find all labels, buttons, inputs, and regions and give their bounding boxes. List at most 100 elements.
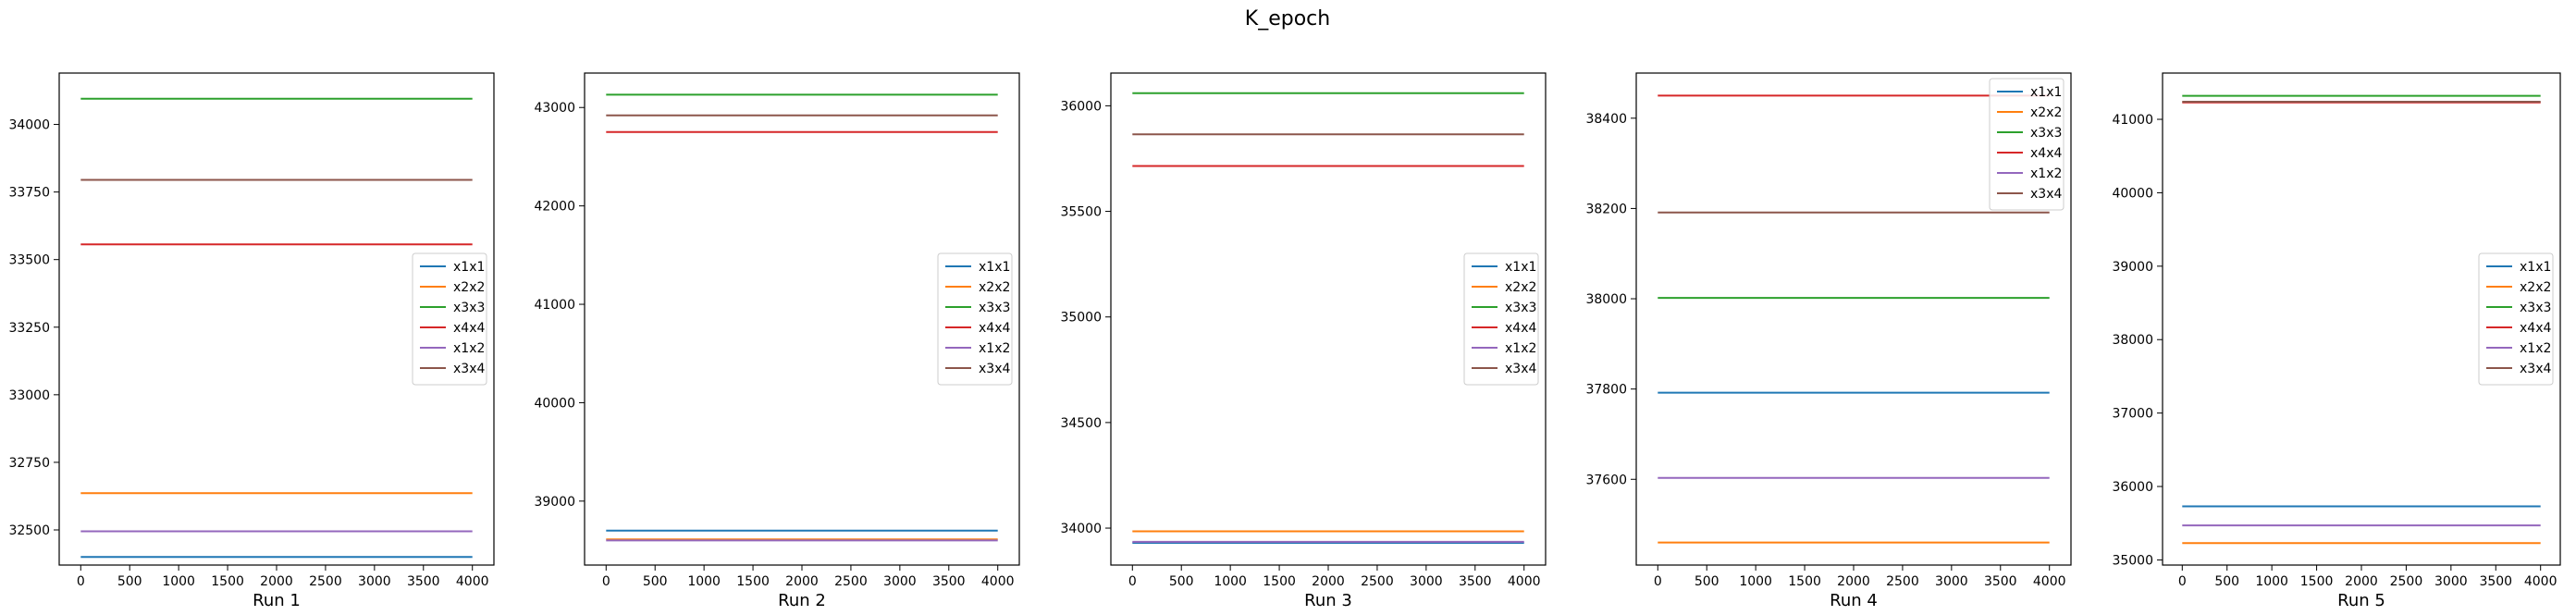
legend-label-x4x4: x4x4 bbox=[453, 321, 485, 336]
x-tick-label: 1500 bbox=[736, 574, 770, 589]
x-tick-label: 4000 bbox=[1508, 574, 1541, 589]
legend-label-x3x4: x3x4 bbox=[2520, 362, 2551, 376]
y-tick-label: 33250 bbox=[8, 321, 50, 336]
y-tick-label: 33000 bbox=[8, 388, 50, 403]
legend-label-x3x3: x3x3 bbox=[2030, 126, 2062, 141]
legend-label-x1x2: x1x2 bbox=[979, 341, 1010, 356]
legend-label-x3x3: x3x3 bbox=[979, 301, 1010, 315]
y-tick-label: 35000 bbox=[2112, 553, 2153, 568]
y-tick-label: 38000 bbox=[2112, 333, 2153, 348]
legend-label-x1x2: x1x2 bbox=[2520, 341, 2551, 356]
x-tick-label: 2500 bbox=[1886, 574, 1919, 589]
y-tick-label: 33500 bbox=[8, 253, 50, 268]
x-tick-label: 0 bbox=[77, 574, 85, 589]
legend-label-x1x2: x1x2 bbox=[453, 341, 485, 356]
y-tick-label: 35500 bbox=[1060, 205, 1102, 220]
x-tick-label: 1000 bbox=[687, 574, 721, 589]
x-tick-label: 2000 bbox=[1312, 574, 1345, 589]
legend-label-x1x1: x1x1 bbox=[979, 260, 1010, 275]
x-tick-label: 2000 bbox=[785, 574, 819, 589]
legend-label-x1x2: x1x2 bbox=[1505, 341, 1536, 356]
x-tick-label: 3000 bbox=[2434, 574, 2468, 589]
x-tick-label: 2500 bbox=[1361, 574, 1394, 589]
y-tick-label: 42000 bbox=[534, 200, 575, 215]
y-tick-label: 40000 bbox=[2112, 186, 2153, 201]
x-tick-label: 3000 bbox=[883, 574, 917, 589]
legend-label-x4x4: x4x4 bbox=[2030, 146, 2062, 161]
y-tick-label: 38000 bbox=[1585, 292, 1627, 307]
x-tick-label: 2500 bbox=[834, 574, 868, 589]
legend-label-x3x3: x3x3 bbox=[1505, 301, 1536, 315]
y-tick-label: 34500 bbox=[1060, 416, 1102, 431]
x-axis-label: Run 2 bbox=[778, 591, 826, 610]
legend-label-x3x4: x3x4 bbox=[1505, 362, 1536, 376]
legend: x1x1 x2x2 x3x3 x4x4 x1x2 x3x4 bbox=[2478, 252, 2554, 386]
y-tick-label: 39000 bbox=[2112, 260, 2153, 275]
y-tick-label: 40000 bbox=[534, 396, 575, 411]
x-tick-label: 0 bbox=[602, 574, 610, 589]
legend-label-x2x2: x2x2 bbox=[1505, 280, 1536, 295]
x-tick-label: 500 bbox=[643, 574, 668, 589]
x-tick-label: 500 bbox=[1169, 574, 1194, 589]
x-tick-label: 500 bbox=[117, 574, 142, 589]
x-axis-label: Run 3 bbox=[1304, 591, 1352, 610]
x-tick-label: 4000 bbox=[2524, 574, 2558, 589]
legend-label-x2x2: x2x2 bbox=[2520, 280, 2551, 295]
legend-label-x3x4: x3x4 bbox=[453, 362, 485, 376]
x-axis-label: Run 1 bbox=[253, 591, 301, 610]
x-tick-label: 500 bbox=[1695, 574, 1719, 589]
chart-panels: 0 500 1000 1500 2000 2500 3000 3500 4000 32500 327… bbox=[8, 72, 2561, 610]
x-tick-label: 2000 bbox=[2345, 574, 2378, 589]
legend-label-x1x1: x1x1 bbox=[453, 260, 485, 275]
legend-label-x1x1: x1x1 bbox=[2030, 85, 2062, 100]
x-tick-label: 4000 bbox=[981, 574, 1015, 589]
legend-label-x2x2: x2x2 bbox=[979, 280, 1010, 295]
legend-label-x1x2: x1x2 bbox=[2030, 166, 2062, 181]
x-tick-label: 1500 bbox=[1263, 574, 1296, 589]
legend-label-x1x1: x1x1 bbox=[2520, 260, 2551, 275]
legend-label-x2x2: x2x2 bbox=[453, 280, 485, 295]
y-tick-label: 37800 bbox=[1585, 383, 1627, 398]
y-tick-label: 38400 bbox=[1585, 112, 1627, 127]
legend-label-x4x4: x4x4 bbox=[2520, 321, 2551, 336]
legend-label-x3x4: x3x4 bbox=[2030, 187, 2062, 202]
x-tick-label: 2000 bbox=[1837, 574, 1870, 589]
y-tick-label: 32500 bbox=[8, 523, 50, 538]
subplot-4: 0 500 1000 1500 2000 2500 3000 3500 4000 37600 378… bbox=[1585, 72, 2072, 610]
x-tick-label: 3500 bbox=[932, 574, 966, 589]
x-tick-label: 4000 bbox=[2033, 574, 2066, 589]
x-tick-label: 2000 bbox=[260, 574, 293, 589]
legend: x1x1 x2x2 x3x3 x4x4 x1x2 x3x4 bbox=[937, 252, 1013, 386]
legend-label-x2x2: x2x2 bbox=[2030, 105, 2062, 120]
x-tick-label: 1500 bbox=[2300, 574, 2334, 589]
subplot-3: 0 500 1000 1500 2000 2500 3000 3500 4000 34000 345… bbox=[1060, 72, 1547, 610]
x-tick-label: 3000 bbox=[1935, 574, 1968, 589]
y-tick-label: 37600 bbox=[1585, 473, 1627, 487]
x-tick-label: 1000 bbox=[162, 574, 195, 589]
legend-label-x4x4: x4x4 bbox=[1505, 321, 1536, 336]
x-tick-label: 3500 bbox=[1459, 574, 1492, 589]
figure-title: K_epoch bbox=[1245, 7, 1330, 31]
legend-label-x3x3: x3x3 bbox=[2520, 301, 2551, 315]
x-tick-label: 500 bbox=[2214, 574, 2239, 589]
x-tick-label: 3500 bbox=[2479, 574, 2512, 589]
y-tick-label: 36000 bbox=[1060, 99, 1102, 114]
x-tick-label: 4000 bbox=[456, 574, 489, 589]
x-tick-label: 1000 bbox=[1739, 574, 1772, 589]
x-tick-label: 1000 bbox=[1214, 574, 1247, 589]
legend-label-x1x1: x1x1 bbox=[1505, 260, 1536, 275]
x-tick-label: 2500 bbox=[2390, 574, 2423, 589]
y-tick-label: 41000 bbox=[2112, 113, 2153, 128]
x-tick-label: 0 bbox=[1128, 574, 1137, 589]
x-tick-label: 3000 bbox=[1410, 574, 1443, 589]
subplot-5: 0 500 1000 1500 2000 2500 3000 3500 4000 35000 360… bbox=[2112, 72, 2561, 610]
x-tick-label: 1000 bbox=[2255, 574, 2288, 589]
legend-label-x3x3: x3x3 bbox=[453, 301, 485, 315]
y-tick-label: 36000 bbox=[2112, 480, 2153, 495]
x-tick-label: 3500 bbox=[1984, 574, 2017, 589]
x-tick-label: 2500 bbox=[309, 574, 342, 589]
subplot-1: 0 500 1000 1500 2000 2500 3000 3500 4000 32500 327… bbox=[8, 72, 495, 610]
y-tick-label: 43000 bbox=[534, 101, 575, 116]
y-tick-label: 32750 bbox=[8, 456, 50, 471]
